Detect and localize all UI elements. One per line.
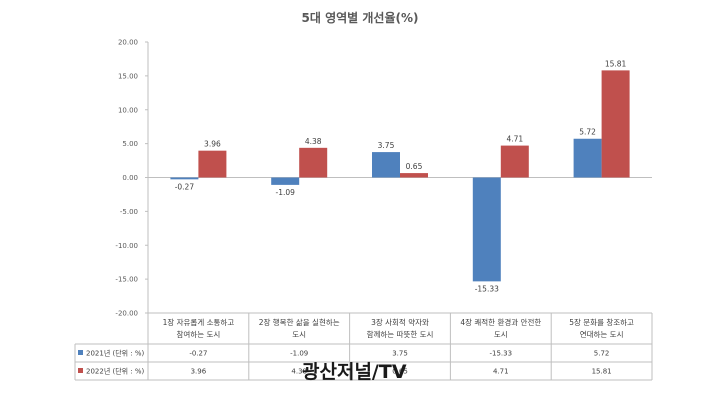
legend-swatch xyxy=(78,350,83,355)
table-cell: 4.71 xyxy=(493,368,509,376)
category-label: 도시 xyxy=(292,330,306,339)
data-label: 5.72 xyxy=(579,128,596,137)
plot-area: 20.00 15.00 10.00 5.00 0.00 -5.00 -10.00 -15.00… xyxy=(115,39,652,318)
y-tick-label: -15.00 xyxy=(115,276,138,284)
table-cell: -15.33 xyxy=(490,350,513,358)
table-cell: 4.38 xyxy=(291,368,307,376)
category-label: 2장 행복한 삶을 실현하는 xyxy=(259,317,340,327)
bar-2022 xyxy=(601,70,630,178)
data-label: 15.81 xyxy=(605,59,627,68)
watermark-text: 광산저널/TV xyxy=(302,361,407,383)
data-label: 3.75 xyxy=(378,141,395,150)
legend-label: 2022년 (단위 : %) xyxy=(86,367,145,376)
data-label: -0.27 xyxy=(175,182,195,191)
bar-2022 xyxy=(299,147,328,178)
y-tick-label: 15.00 xyxy=(118,72,138,80)
category-label: 연대하는 도시 xyxy=(580,329,624,339)
category-label: 3장 사회적 약자와 xyxy=(371,317,429,327)
y-tick-label: 0.00 xyxy=(122,174,138,182)
y-tick-label: -20.00 xyxy=(115,310,138,318)
bar-2021 xyxy=(372,152,400,178)
data-label: 4.71 xyxy=(506,135,523,144)
category-label: 4장 쾌적한 환경과 안전한 xyxy=(460,317,541,327)
data-label: 4.38 xyxy=(305,137,322,146)
bar-2021 xyxy=(472,177,501,282)
category-label: 함께하는 따뜻한 도시 xyxy=(367,329,434,339)
data-label: -15.33 xyxy=(475,284,499,293)
table-cell: -1.09 xyxy=(290,350,308,358)
y-tick-label: 20.00 xyxy=(118,39,138,47)
category-label: 5장 문화를 창조하고 xyxy=(569,317,634,327)
data-label: -1.09 xyxy=(275,188,295,197)
bar-2021 xyxy=(271,177,300,185)
category-label: 도시 xyxy=(494,330,508,339)
legend-label: 2021년 (단위 : %) xyxy=(86,349,145,358)
table-cell: 15.81 xyxy=(592,368,612,376)
bar-2021 xyxy=(170,177,199,180)
bar-2022 xyxy=(500,145,529,178)
category-label: 1장 자유롭게 소통하고 xyxy=(163,317,235,327)
data-label: 0.65 xyxy=(406,162,423,171)
chart-title: 5대 영역별 개선율(%) xyxy=(302,10,419,25)
y-tick-label: -10.00 xyxy=(115,242,138,250)
legend-swatch xyxy=(78,368,83,373)
table-cell: -0.27 xyxy=(189,350,207,358)
table-cell: 3.96 xyxy=(191,368,207,376)
y-tick-label: 5.00 xyxy=(122,140,138,148)
bar-2022 xyxy=(400,173,428,178)
y-tick-label: 10.00 xyxy=(118,106,138,114)
category-label: 참여하는 도시 xyxy=(177,329,221,339)
bar-2021 xyxy=(573,138,602,178)
bar-2022 xyxy=(198,150,227,178)
table-cell: 5.72 xyxy=(594,350,610,358)
table-cell: 0.65 xyxy=(392,368,408,376)
y-tick-label: -5.00 xyxy=(120,208,138,216)
table-cell: 3.75 xyxy=(392,350,408,358)
data-label: 3.96 xyxy=(204,140,221,149)
